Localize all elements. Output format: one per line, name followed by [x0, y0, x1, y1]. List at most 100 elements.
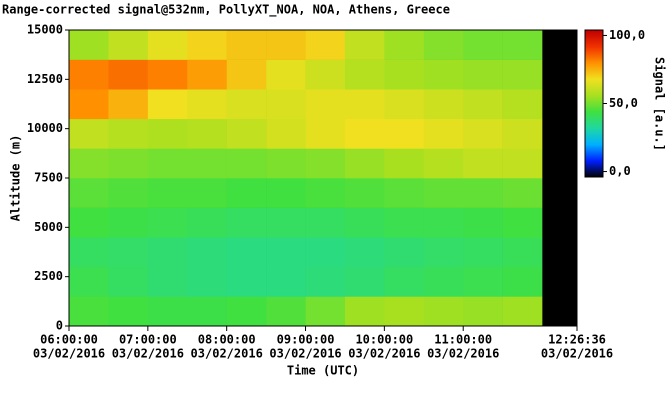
colorbar-step — [585, 137, 603, 139]
heatmap-cell — [423, 59, 464, 90]
heatmap-cell — [344, 296, 385, 327]
colorbar-step — [585, 42, 603, 44]
colorbar-step — [585, 44, 603, 46]
colorbar-step — [585, 71, 603, 73]
colorbar-step — [585, 79, 603, 81]
colorbar-step — [585, 35, 603, 37]
heatmap-cell — [344, 266, 385, 297]
heatmap-cell — [187, 237, 227, 268]
heatmap-cell — [344, 89, 385, 120]
heatmap-cell — [305, 148, 346, 179]
colorbar-step — [585, 80, 603, 82]
colorbar-step — [585, 100, 603, 102]
heatmap-cell — [423, 148, 464, 179]
heatmap-cell — [69, 118, 109, 149]
colorbar-step — [585, 43, 603, 45]
x-tick-label: 11:00:00 — [434, 333, 492, 347]
colorbar-step — [585, 112, 603, 114]
heatmap-cell — [226, 207, 267, 238]
heatmap-cell — [423, 118, 464, 149]
heatmap-cell — [384, 207, 425, 238]
colorbar-step — [585, 74, 603, 76]
heatmap-cell — [384, 59, 425, 90]
colorbar-step — [585, 48, 603, 50]
colorbar-step — [585, 157, 603, 159]
heatmap-cell — [147, 89, 188, 120]
x-tick-date: 03/02/2016 — [112, 347, 184, 361]
heatmap-cell — [423, 296, 464, 327]
heatmap-cell — [502, 296, 543, 327]
heatmap-cell — [463, 89, 503, 120]
colorbar-step — [585, 55, 603, 57]
x-tick-date: 03/02/2016 — [427, 347, 499, 361]
heatmap-cell — [305, 207, 346, 238]
colorbar-step — [585, 159, 603, 161]
colorbar-step — [585, 139, 603, 141]
heatmap-cell — [384, 118, 425, 149]
colorbar-step — [585, 142, 603, 144]
colorbar-step — [585, 168, 603, 170]
heatmap-cell — [147, 30, 188, 60]
x-tick-date: 03/02/2016 — [541, 347, 613, 361]
colorbar-label: Signal [a.u.] — [653, 57, 667, 151]
heatmap-cell — [187, 178, 227, 208]
colorbar-step — [585, 127, 603, 129]
heatmap-cell — [502, 59, 543, 90]
heatmap-cell — [187, 89, 227, 120]
colorbar-step — [585, 144, 603, 146]
colorbar-step — [585, 174, 603, 176]
heatmap-cell — [384, 266, 425, 297]
colorbar-step — [585, 73, 603, 75]
heatmap-cell — [463, 59, 503, 90]
colorbar-step — [585, 92, 603, 94]
colorbar-step — [585, 113, 603, 115]
colorbar-step — [585, 99, 603, 101]
heatmap-cell — [266, 237, 306, 268]
colorbar-step — [585, 58, 603, 60]
colorbar-step — [585, 41, 603, 43]
heatmap-cell — [226, 237, 267, 268]
colorbar-step — [585, 110, 603, 112]
colorbar-step — [585, 98, 603, 100]
colorbar-step — [585, 120, 603, 122]
heatmap-cell — [423, 266, 464, 297]
heatmap-cell — [69, 178, 109, 208]
colorbar-step — [585, 66, 603, 68]
heatmap-cell — [187, 59, 227, 90]
x-axis-label: Time (UTC) — [287, 364, 359, 378]
heatmap-cell — [69, 266, 109, 297]
colorbar-step — [585, 33, 603, 35]
heatmap-cell — [69, 237, 109, 268]
colorbar-step — [585, 70, 603, 72]
heatmap-cell — [108, 207, 149, 238]
colorbar-step — [585, 164, 603, 166]
colorbar-step — [585, 60, 603, 62]
heatmap-cell — [226, 118, 267, 149]
colorbar-step — [585, 118, 603, 120]
heatmap-cell — [108, 30, 149, 60]
colorbar-step — [585, 109, 603, 111]
colorbar-step — [585, 173, 603, 175]
colorbar-step — [585, 126, 603, 128]
y-tick-label: 12500 — [27, 72, 63, 86]
colorbar-step — [585, 51, 603, 53]
colorbar-step — [585, 114, 603, 116]
colorbar-step — [585, 163, 603, 165]
heatmap-cell — [69, 59, 109, 90]
colorbar-step — [585, 83, 603, 85]
heatmap-cell — [344, 148, 385, 179]
colorbar-step — [585, 57, 603, 59]
heatmap-cell — [226, 89, 267, 120]
colorbar-step — [585, 95, 603, 97]
colorbar-step — [585, 140, 603, 142]
colorbar-step — [585, 76, 603, 78]
colorbar-step — [585, 136, 603, 138]
colorbar-step — [585, 133, 603, 135]
heatmap-cell — [502, 30, 543, 60]
heatmap-cell — [108, 266, 149, 297]
x-tick-label: 12:26:36 — [548, 333, 606, 347]
colorbar-tick-label: 100,0 — [609, 28, 645, 42]
heatmap-cell — [187, 30, 227, 60]
heatmap-cell — [305, 296, 346, 327]
